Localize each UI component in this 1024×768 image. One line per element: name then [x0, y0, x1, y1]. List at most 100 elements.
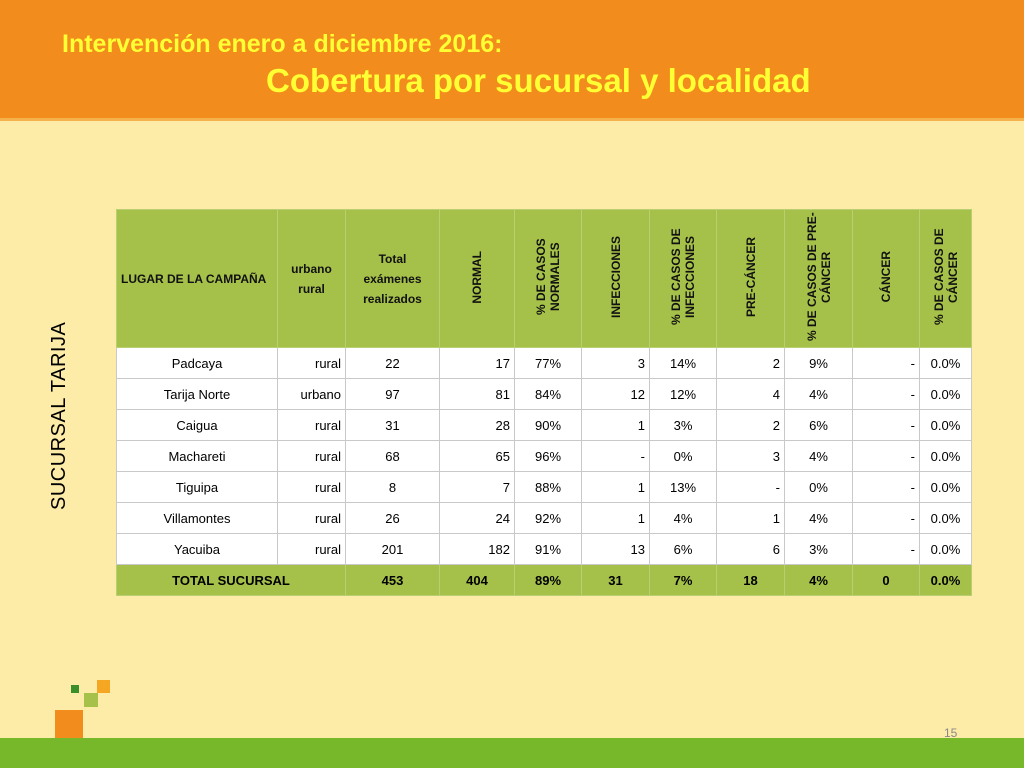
table-footer: TOTAL SUCURSAL 453 404 89% 31 7% 18 4% 0…: [116, 564, 972, 596]
cell-tipo: urbano: [277, 378, 346, 410]
cell-precancer: 2: [716, 347, 785, 379]
cell-normal: 17: [439, 347, 515, 379]
cell-pct-infecciones: 3%: [649, 409, 717, 441]
cell-pct-precancer: 9%: [784, 347, 853, 379]
cell-lugar: Caigua: [116, 409, 278, 441]
table-row: Yacuiba rural 201 182 91% 13 6% 6 3% -0.0%: [116, 533, 972, 565]
cell-tipo: rural: [277, 440, 346, 472]
cell-precancer: 6: [716, 533, 785, 565]
cell-cancer: -: [852, 471, 920, 503]
header-precancer: PRE-CÁNCER: [716, 209, 785, 348]
cell-pct-cancer: 0.0%: [919, 471, 972, 503]
cell-total: 97: [345, 378, 440, 410]
bottom-bar: [0, 738, 1024, 768]
table-row: Villamontes rural 26 24 92% 1 4% 1 4% -0.0%: [116, 502, 972, 534]
cell-pct-cancer: 0.0%: [919, 502, 972, 534]
header-infecciones-label: INFECCIONES: [608, 235, 623, 318]
header-total: Total exámenes realizados: [345, 209, 440, 348]
cell-precancer: -: [716, 471, 785, 503]
cell-pct-precancer: 4%: [784, 502, 853, 534]
cell-normal: 28: [439, 409, 515, 441]
cell-cancer: -: [852, 440, 920, 472]
cell-pct-precancer: 4%: [784, 440, 853, 472]
square-decoration: [55, 710, 83, 738]
header-normal-label: NORMAL: [470, 250, 484, 304]
cell-pct-normal: 96%: [514, 440, 582, 472]
header-normal: NORMAL: [439, 209, 515, 348]
header-cancer: CÁNCER: [852, 209, 920, 348]
cell-infecciones: 12: [581, 378, 650, 410]
header-pct-infecciones-label: % DE CASOS DE INFECCIONES: [669, 228, 697, 326]
total-examenes: 453: [345, 564, 440, 596]
cell-pct-infecciones: 0%: [649, 440, 717, 472]
cell-infecciones: 1: [581, 502, 650, 534]
cell-pct-cancer: 0.0%: [919, 440, 972, 472]
cell-cancer: -: [852, 378, 920, 410]
cell-pct-normal: 88%: [514, 471, 582, 503]
cell-tipo: rural: [277, 409, 346, 441]
header-precancer-label: PRE-CÁNCER: [743, 236, 758, 317]
cell-cancer: -: [852, 502, 920, 534]
total-cancer: 0: [852, 564, 920, 596]
table-row: Caigua rural 31 28 90% 1 3% 2 6% -0.0%: [116, 409, 972, 441]
square-decoration: [71, 685, 79, 693]
header-total-label: Total exámenes realizados: [363, 251, 422, 306]
cell-pct-cancer: 0.0%: [919, 347, 972, 379]
header-pct-cancer-label: % DE CASOS DE CÁNCER: [931, 228, 960, 326]
total-pct-cancer: 0.0%: [919, 564, 972, 596]
table-header: LUGAR DE LA CAMPAÑA urbano rural Total e…: [116, 209, 972, 348]
cell-cancer: -: [852, 533, 920, 565]
cell-precancer: 3: [716, 440, 785, 472]
table-row: Tarija Norte urbano 97 81 84% 12 12% 4 4% -0.0%: [116, 378, 972, 410]
cell-infecciones: 1: [581, 409, 650, 441]
header-cancer-label: CÁNCER: [879, 251, 893, 303]
cell-normal: 24: [439, 502, 515, 534]
cell-total: 31: [345, 409, 440, 441]
cell-pct-normal: 91%: [514, 533, 582, 565]
coverage-table: LUGAR DE LA CAMPAÑA urbano rural Total e…: [116, 209, 972, 596]
cell-infecciones: 1: [581, 471, 650, 503]
cell-pct-precancer: 3%: [784, 533, 853, 565]
total-precancer: 18: [716, 564, 785, 596]
cell-normal: 7: [439, 471, 515, 503]
cell-pct-cancer: 0.0%: [919, 533, 972, 565]
header-urbano-rural: urbano rural: [277, 209, 346, 348]
cell-pct-precancer: 0%: [784, 471, 853, 503]
cell-precancer: 2: [716, 409, 785, 441]
cell-tipo: rural: [277, 502, 346, 534]
total-pct-precancer: 4%: [784, 564, 853, 596]
total-label: TOTAL SUCURSAL: [116, 564, 346, 596]
cell-tipo: rural: [277, 471, 346, 503]
table-row: Padcaya rural 22 17 77% 3 14% 2 9% -0.0%: [116, 347, 972, 379]
cell-pct-infecciones: 12%: [649, 378, 717, 410]
sucursal-side-label: SUCURSAL TARIJA: [48, 321, 70, 510]
cell-cancer: -: [852, 409, 920, 441]
table-body: Padcaya rural 22 17 77% 3 14% 2 9% -0.0% Tarija No…: [116, 347, 972, 565]
cell-pct-infecciones: 6%: [649, 533, 717, 565]
cell-infecciones: 3: [581, 347, 650, 379]
cell-total: 22: [345, 347, 440, 379]
table-row: Tiguipa rural 8 7 88% 1 13% -0% -0.0%: [116, 471, 972, 503]
total-pct-normal: 89%: [514, 564, 582, 596]
cell-pct-infecciones: 4%: [649, 502, 717, 534]
header-pct-precancer: % DE CASOS DE PRE-CÁNCER: [784, 209, 853, 348]
total-infecciones: 31: [581, 564, 650, 596]
cell-precancer: 1: [716, 502, 785, 534]
cell-lugar: Villamontes: [116, 502, 278, 534]
cell-pct-cancer: 0.0%: [919, 378, 972, 410]
header-pct-normal-label: % DE CASOS NORMALES: [534, 238, 562, 316]
header-lugar: LUGAR DE LA CAMPAÑA: [116, 209, 278, 348]
cell-lugar: Padcaya: [116, 347, 278, 379]
square-decoration: [97, 680, 110, 693]
cell-infecciones: -: [581, 440, 650, 472]
cell-pct-normal: 90%: [514, 409, 582, 441]
cell-pct-infecciones: 14%: [649, 347, 717, 379]
cell-total: 26: [345, 502, 440, 534]
cell-total: 68: [345, 440, 440, 472]
cell-lugar: Yacuiba: [116, 533, 278, 565]
slide-title-line1: Intervención enero a diciembre 2016:: [62, 30, 503, 58]
cell-normal: 65: [439, 440, 515, 472]
cell-normal: 81: [439, 378, 515, 410]
header-urbano-rural-label: urbano rural: [291, 261, 332, 296]
title-banner: Intervención enero a diciembre 2016: Cob…: [0, 0, 1024, 121]
